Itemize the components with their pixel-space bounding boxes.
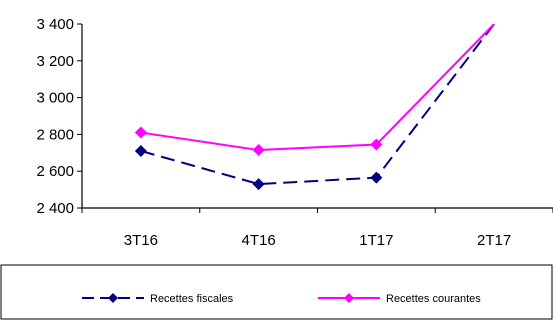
x-tick-label: 4T16: [242, 232, 276, 249]
y-tick-label: 2 400: [36, 200, 74, 217]
x-axis-ticks: 3T16 4T16 1T17 2T17: [81, 208, 553, 249]
legend-item: Recettes courantes: [318, 293, 481, 305]
y-tick-label: 3 400: [36, 16, 74, 33]
y-tick-label: 3 200: [36, 53, 74, 70]
data-point: [252, 178, 265, 191]
data-point: [370, 138, 383, 151]
legend-marker: [108, 293, 118, 303]
y-tick-label: 2 800: [36, 126, 74, 143]
data-point: [134, 144, 147, 157]
y-tick-label: 2 600: [36, 163, 74, 180]
legend-label: Recettes courantes: [386, 293, 481, 305]
y-tick-label: 3 000: [36, 90, 74, 107]
legend-label: Recettes fiscales: [150, 293, 234, 305]
x-tick-label: 3T16: [124, 232, 158, 249]
legend-box: [0, 264, 553, 320]
x-tick-label: 1T17: [359, 232, 393, 249]
legend-marker: [344, 293, 354, 303]
plot-area: [134, 24, 495, 191]
series-line: [140, 24, 495, 152]
legend-item: Recettes fiscales: [82, 293, 234, 305]
y-axis-ticks: 2 400 2 600 2 800 3 000 3 200 3 400: [36, 16, 82, 217]
x-tick-label: 2T17: [477, 232, 511, 249]
series-1: [134, 24, 495, 191]
data-point: [370, 171, 383, 184]
series-line: [140, 24, 495, 186]
series-2: [134, 24, 495, 157]
legend: Recettes fiscales Recettes courantes: [0, 264, 553, 320]
data-point: [134, 126, 147, 139]
data-point: [252, 144, 265, 157]
